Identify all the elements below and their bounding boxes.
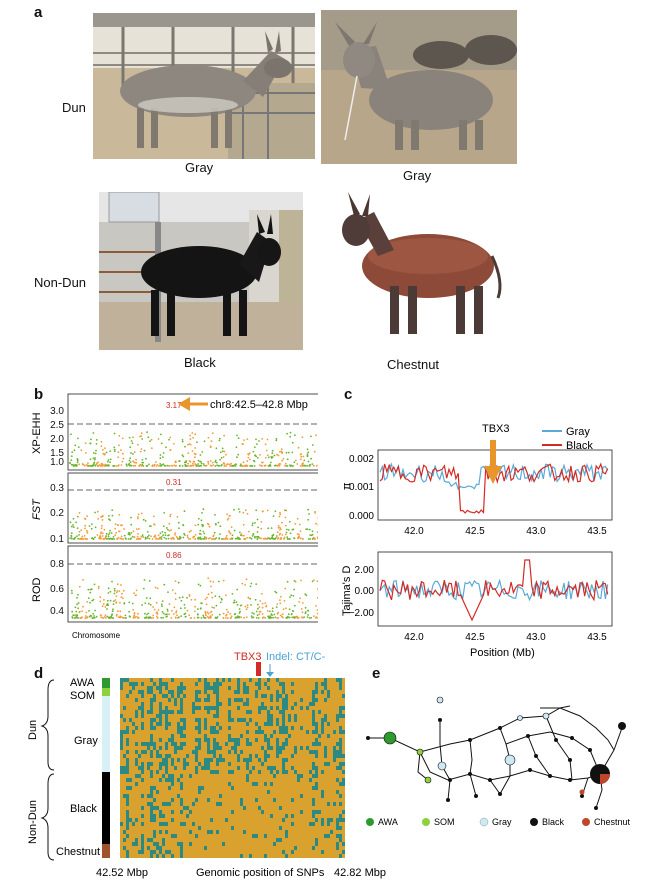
- manhattan-xlabel: Chromosome: [72, 631, 121, 640]
- row-label-nondun: Non-Dun: [34, 275, 87, 290]
- rod-ylabel: ROD: [31, 578, 43, 603]
- legend-gray: Gray: [566, 426, 590, 438]
- c-bot-xtick-3: 43.5: [587, 632, 607, 643]
- rod-tick-1: 0.6: [50, 584, 64, 595]
- rod-peak-label: 0.86: [166, 551, 182, 560]
- indel-arrow-icon: [266, 672, 274, 677]
- row-label-dun: Dun: [62, 100, 86, 115]
- pi-tick-2: 0.000: [349, 511, 374, 522]
- xpehh-tick-3: 1.5: [50, 448, 64, 459]
- panel-c-label: c: [344, 386, 353, 403]
- d-indel-label: Indel: CT/C-: [266, 651, 326, 663]
- xpehh-tick-4: 1.0: [50, 457, 64, 468]
- panel-b-label: b: [34, 386, 44, 403]
- group-som: SOM: [70, 690, 95, 702]
- c-top-xtick-3: 43.5: [587, 526, 607, 537]
- panel-a-label: a: [34, 4, 43, 21]
- xpehh-tick-1: 2.5: [50, 420, 64, 431]
- tbx3-label: TBX3: [482, 423, 510, 435]
- caption-photo-3: Black: [184, 355, 216, 370]
- photo-black-nondun: [99, 192, 303, 350]
- brace-dun-label: Dun: [27, 720, 39, 740]
- e-legend-awa: AWA: [378, 817, 398, 827]
- pi-ylabel: π: [341, 482, 353, 490]
- td-tick-1: 0.00: [355, 586, 375, 597]
- xpehh-tick-2: 2.0: [50, 434, 64, 445]
- node-awa: [383, 731, 397, 745]
- pi-tick-0: 0.002: [349, 454, 374, 465]
- diversity-plot: TBX3 Gray Black 0.002 0.001 0.000 2.00 0…: [341, 423, 613, 659]
- group-awa: AWA: [70, 677, 95, 689]
- e-legend-black: Black: [542, 817, 565, 827]
- group-chestnut: Chestnut: [56, 846, 100, 858]
- pi-tick-1: 0.001: [349, 482, 374, 493]
- group-black: Black: [70, 803, 97, 815]
- photo-gray-dun-1: [93, 13, 315, 159]
- td-tick-2: −2.00: [349, 608, 375, 619]
- caption-photo-2: Gray: [403, 168, 432, 183]
- brace-nondun-icon: [40, 773, 55, 861]
- fst-ylabel: FST: [31, 498, 43, 520]
- peak-annotation: chr8:42.5–42.8 Mbp: [210, 399, 308, 411]
- legend-black: Black: [566, 440, 593, 452]
- fst-tick-2: 0.1: [50, 534, 64, 545]
- c-top-xtick-2: 43.0: [526, 526, 546, 537]
- c-top-xtick-0: 42.0: [404, 526, 424, 537]
- node-gray: [504, 754, 516, 766]
- fst-peak-label: 0.31: [166, 478, 182, 487]
- c-top-xtick-1: 42.5: [465, 526, 485, 537]
- brace-nondun-label: Non-Dun: [27, 800, 39, 844]
- photo-chestnut-nondun: [328, 186, 508, 344]
- td-tick-0: 2.00: [355, 565, 375, 576]
- xpehh-ylabel: XP-EHH: [31, 412, 43, 454]
- xpehh-tick-0: 3.0: [50, 406, 64, 417]
- group-gray: Gray: [74, 735, 98, 747]
- panel-e-label: e: [372, 665, 381, 682]
- d-x-right: 42.82 Mbp: [334, 867, 386, 879]
- haplotype-matrix: TBX3 Indel: CT/C- AWA SOM Gray Black Che…: [27, 651, 386, 879]
- c-bot-xtick-0: 42.0: [404, 632, 424, 643]
- c-bot-xtick-1: 42.5: [465, 632, 485, 643]
- fst-tick-0: 0.3: [50, 483, 64, 494]
- c-bot-xtick-2: 43.0: [526, 632, 546, 643]
- fst-tick-1: 0.2: [50, 508, 64, 519]
- e-legend-som: SOM: [434, 817, 455, 827]
- photo-gray-dun-2: [321, 10, 517, 164]
- tbx3-arrow-icon: [484, 466, 502, 484]
- caption-photo-1: Gray: [185, 160, 214, 175]
- e-legend-chestnut: Chestnut: [594, 817, 631, 827]
- peak-arrow-icon: [178, 397, 190, 411]
- xpehh-peak-label: 3.17: [166, 401, 182, 410]
- e-legend-gray: Gray: [492, 817, 512, 827]
- haplotype-network: AWA SOM Gray Black Chestnut: [366, 696, 631, 827]
- manhattan-plot: 3.0 2.5 2.0 1.5 1.0 0.3 0.2 0.1 0.8 0.6 …: [31, 393, 318, 640]
- d-tbx3-label: TBX3: [234, 651, 262, 663]
- d-x-left: 42.52 Mbp: [96, 867, 148, 879]
- d-x-mid: Genomic position of SNPs: [196, 867, 325, 879]
- caption-photo-4: Chestnut: [387, 357, 440, 372]
- panel-d-label: d: [34, 665, 44, 682]
- brace-dun-icon: [40, 679, 55, 771]
- rod-tick-2: 0.4: [50, 606, 64, 617]
- c-xlabel: Position (Mb): [470, 647, 535, 659]
- td-ylabel: Tajima's D: [341, 566, 353, 616]
- rod-tick-0: 0.8: [50, 559, 64, 570]
